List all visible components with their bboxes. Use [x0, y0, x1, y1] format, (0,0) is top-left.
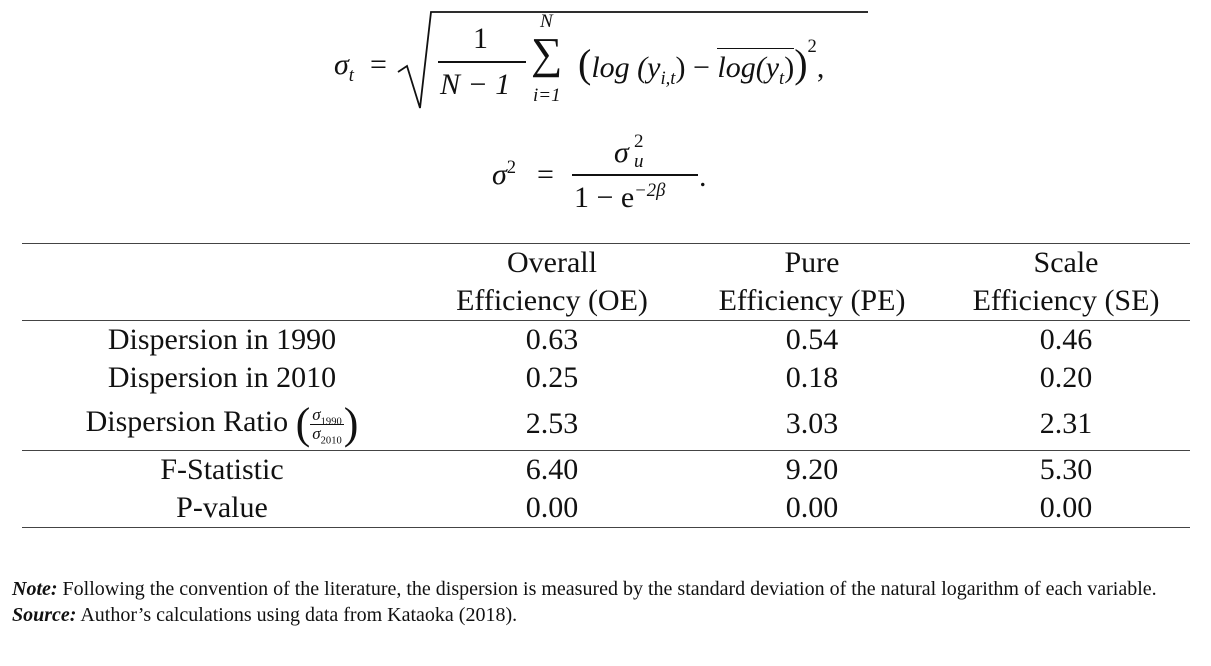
header-line: Scale — [1033, 246, 1099, 279]
math: σ — [614, 136, 629, 169]
math: t — [779, 68, 785, 89]
row-label-text: Dispersion in 2010 — [107, 361, 337, 394]
math: 1990 — [320, 416, 342, 428]
math: u — [634, 151, 644, 172]
math: i=1 — [533, 85, 561, 106]
math: −2β — [634, 180, 666, 201]
note: Note: Following the convention of the li… — [12, 576, 1207, 602]
ratio-fraction: σ1990 σ2010 — [310, 405, 344, 447]
value-cell: 0.00 — [682, 489, 942, 528]
math: σ — [492, 158, 507, 191]
math: . — [699, 160, 707, 193]
math: ) — [794, 41, 808, 86]
row-label: Dispersion in 1990 — [22, 321, 422, 360]
table-row: Dispersion in 1990 0.63 0.54 0.46 — [22, 321, 1190, 360]
math: σt — [334, 48, 354, 85]
header-line: Efficiency (SE) — [972, 284, 1160, 317]
value-cell: 0.46 — [1039, 323, 1093, 356]
math: N − 1 — [440, 68, 511, 101]
value-cell: 5.30 — [942, 450, 1190, 489]
math: 1 − e−2β — [574, 180, 666, 214]
math: − — [692, 51, 710, 84]
column-header: Overall Efficiency (OE) — [422, 243, 682, 321]
math: ( — [578, 41, 592, 86]
row-label-text: Dispersion in 1990 — [107, 323, 337, 356]
results-table: Overall Efficiency (OE) Pure Efficiency (PE… — [22, 243, 1190, 528]
fraction-bar — [438, 61, 526, 63]
row-label-text: Dispersion Ratio — [85, 405, 289, 439]
math: ∑ — [531, 29, 563, 78]
value-cell: 0.54 — [785, 323, 839, 356]
row-label-text: P-value — [176, 491, 268, 524]
math: σ — [312, 424, 321, 444]
notes: Note: Following the convention of the li… — [12, 576, 1207, 628]
value-cell: 0.25 — [525, 361, 579, 394]
value-cell: 0.00 — [422, 489, 682, 528]
value-cell: 0.18 — [785, 361, 839, 394]
math: 2 — [807, 36, 817, 57]
math: 2010 — [320, 435, 342, 447]
math: 2 — [634, 131, 644, 152]
math: log — [591, 51, 630, 84]
math: σ2 — [492, 157, 517, 191]
row-label: F-Statistic — [22, 450, 422, 489]
note-text: Author’s calculations using data from Ka… — [80, 604, 518, 626]
table-row: Dispersion in 2010 0.25 0.18 0.20 — [22, 359, 1190, 397]
table-row: Dispersion Ratio (σ1990 σ2010) 2.53 3.03 2.3… — [22, 397, 1190, 451]
row-label: P-value — [22, 489, 422, 528]
value-cell: 0.20 — [1039, 361, 1093, 394]
value-cell: 0.63 — [525, 323, 579, 356]
paren: ( — [295, 399, 311, 449]
value-cell: 2.31 — [1039, 406, 1093, 440]
math: ) — [675, 51, 686, 84]
ratio-denominator: σ2010 — [312, 424, 342, 447]
value-cell: 0.00 — [942, 489, 1190, 528]
column-header: Pure Efficiency (PE) — [682, 243, 942, 321]
overline: log(yt) — [717, 48, 795, 88]
math: t — [348, 65, 354, 86]
math: (y — [637, 51, 661, 84]
math: = — [537, 158, 554, 191]
value-cell: 3.03 — [785, 406, 839, 440]
math: log(y — [717, 51, 780, 84]
math: ) — [784, 51, 795, 84]
math: 1 − e — [574, 181, 635, 214]
header-row: Overall Efficiency (OE) Pure Efficiency (PE… — [22, 243, 1190, 321]
row-label-text: F-Statistic — [160, 453, 284, 486]
note-label: Source: — [12, 604, 77, 626]
math: σ — [312, 405, 321, 425]
header-line: Efficiency (OE) — [456, 284, 648, 317]
header-line: Efficiency (PE) — [718, 284, 906, 317]
math: , — [816, 51, 825, 84]
math: i,t — [660, 68, 676, 89]
radical — [397, 11, 868, 109]
header-line: Pure — [784, 246, 840, 279]
math: σ — [334, 48, 349, 81]
math: (log (yi,t) − log(yt))2, — [578, 37, 825, 88]
math: 2 — [506, 157, 517, 178]
math: N — [540, 11, 553, 32]
table-row: P-value 0.00 0.00 0.00 — [22, 489, 1190, 528]
value-cell: 9.20 — [682, 450, 942, 489]
paren: ) — [343, 399, 359, 449]
note-label: Note: — [12, 578, 58, 600]
value-cell: 2.53 — [525, 406, 579, 440]
row-label: Dispersion Ratio (σ1990 σ2010) — [22, 397, 422, 451]
corner-cell — [22, 243, 422, 321]
fraction-bar — [572, 174, 698, 176]
math: = — [370, 48, 387, 81]
value-cell: 6.40 — [422, 450, 682, 489]
row-label: Dispersion in 2010 — [22, 359, 422, 397]
header-line: Overall — [507, 246, 597, 279]
math: 1 — [473, 22, 488, 55]
table-row: F-Statistic 6.40 9.20 5.30 — [22, 450, 1190, 489]
note: Source: Author’s calculations using data… — [12, 602, 1207, 628]
column-header: Scale Efficiency (SE) — [942, 243, 1190, 321]
note-text: Following the convention of the literatu… — [62, 578, 1157, 600]
ratio-numerator: σ1990 — [310, 405, 344, 428]
